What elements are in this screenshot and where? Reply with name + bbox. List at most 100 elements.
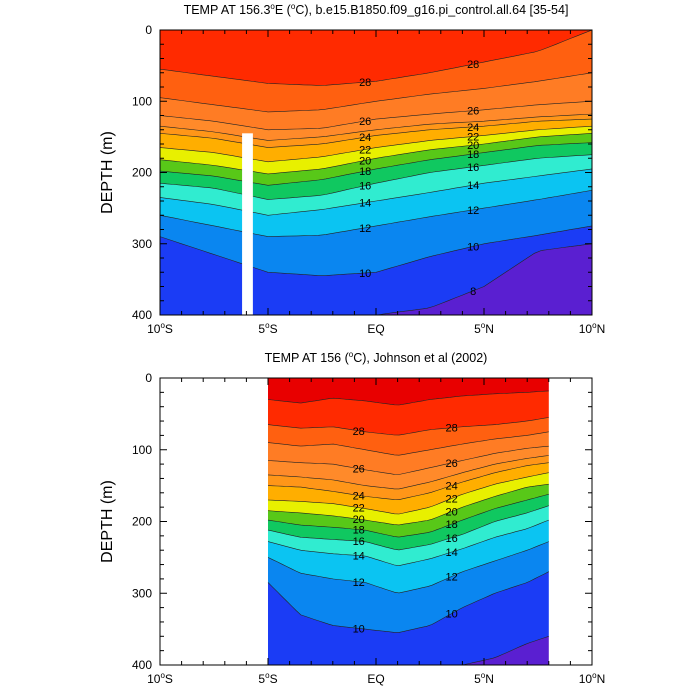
isotherm-29 xyxy=(267,390,549,406)
temp-band-16 xyxy=(160,154,592,216)
temp-band-30 xyxy=(268,378,549,405)
contour-label-16: 16 xyxy=(445,533,457,545)
x-tick-label: EQ xyxy=(367,322,384,336)
temp-band-18 xyxy=(268,494,549,550)
y-axis-label: DEPTH (m) xyxy=(99,131,116,214)
contour-label-24: 24 xyxy=(467,122,479,134)
chart-title: TEMP AT 156.3oE (oC), b.e15.B1850.f09_g1… xyxy=(184,2,569,17)
y-tick-label: 300 xyxy=(132,237,152,251)
contour-label-22: 22 xyxy=(353,503,365,515)
contour-label-16: 16 xyxy=(359,181,371,193)
y-axis-label: DEPTH (m) xyxy=(99,480,116,563)
temp-band-8 xyxy=(268,636,549,665)
y-tick-label: 400 xyxy=(132,308,152,322)
contour-label-10: 10 xyxy=(359,268,371,280)
isotherm-24 xyxy=(160,118,592,148)
isotherm-18 xyxy=(160,142,592,186)
isotherm-28 xyxy=(160,30,592,86)
isotherm-8 xyxy=(268,636,549,665)
isotherm-25 xyxy=(160,113,592,141)
y-tick-label: 100 xyxy=(132,443,152,457)
contour-label-10: 10 xyxy=(353,623,365,635)
contour-label-18: 18 xyxy=(353,525,365,537)
y-tick-label: 400 xyxy=(132,658,152,672)
temp-band-25 xyxy=(160,114,592,148)
temp-band-29 xyxy=(160,30,592,86)
isotherm-24 xyxy=(267,462,549,501)
contour-label-28: 28 xyxy=(445,423,457,435)
contour-label-14: 14 xyxy=(467,180,479,192)
isotherm-18 xyxy=(267,493,549,538)
x-tick-label: 5oS xyxy=(258,671,277,686)
contour-label-16: 16 xyxy=(353,536,365,548)
contour-label-24: 24 xyxy=(359,132,371,144)
contour-label-14: 14 xyxy=(353,551,365,563)
temp-band-29 xyxy=(268,390,549,436)
isotherm-27 xyxy=(160,72,592,113)
contour-label-28: 28 xyxy=(353,426,365,438)
temp-band-28 xyxy=(160,30,592,112)
contour-label-20: 20 xyxy=(359,155,371,167)
x-tick-label: 5oN xyxy=(474,321,494,336)
temp-band-26 xyxy=(268,446,549,489)
temp-band-14 xyxy=(160,168,592,237)
model-panel: 2828262624242222202018181616141412121010… xyxy=(99,2,605,336)
contour-label-12: 12 xyxy=(353,577,365,589)
contour-label-22: 22 xyxy=(445,494,457,506)
contour-label-12: 12 xyxy=(359,223,371,235)
contour-label-26: 26 xyxy=(359,116,371,128)
isotherm-26 xyxy=(160,101,592,131)
isotherm-8 xyxy=(160,243,592,315)
temp-band-12 xyxy=(160,190,592,276)
x-tick-label: 5oN xyxy=(474,671,494,686)
temp-band-28 xyxy=(268,417,549,456)
temp-band-27 xyxy=(268,431,549,475)
contour-label-8: 8 xyxy=(470,286,476,298)
isotherm-20 xyxy=(160,133,592,175)
isotherm-10 xyxy=(267,571,549,633)
contour-label-18: 18 xyxy=(445,519,457,531)
x-tick-label: 10oS xyxy=(147,671,173,686)
x-tick-label: 10oN xyxy=(579,671,605,686)
x-tick-label: 10oN xyxy=(579,321,605,336)
contour-label-26: 26 xyxy=(353,464,365,476)
temp-band-12 xyxy=(268,541,549,633)
contour-label-16: 16 xyxy=(467,162,479,174)
x-tick-label: 10oS xyxy=(147,321,173,336)
chart-title: TEMP AT 156 (oC), Johnson et al (2002) xyxy=(265,350,488,365)
contour-label-28: 28 xyxy=(467,59,479,71)
temp-band-14 xyxy=(268,520,549,593)
y-tick-label: 200 xyxy=(132,166,152,180)
x-tick-label: EQ xyxy=(367,672,384,686)
isotherm-14 xyxy=(267,519,549,567)
contour-label-12: 12 xyxy=(445,572,457,584)
contour-label-10: 10 xyxy=(445,609,457,621)
contour-label-26: 26 xyxy=(467,106,479,118)
contour-field: 2828262624242222202018181616141412121010… xyxy=(160,30,592,315)
y-tick-label: 300 xyxy=(132,586,152,600)
isotherm-22 xyxy=(160,125,592,163)
isotherm-22 xyxy=(267,472,549,515)
isotherm-12 xyxy=(267,541,549,594)
contour-label-14: 14 xyxy=(359,198,371,210)
contour-label-20: 20 xyxy=(467,140,479,152)
temp-band-25 xyxy=(268,455,549,500)
temp-band-20 xyxy=(268,484,549,538)
contour-label-12: 12 xyxy=(467,205,479,217)
temp-band-8 xyxy=(160,243,592,315)
isotherm-16 xyxy=(267,505,549,551)
temp-band-26 xyxy=(160,101,592,141)
contour-label-22: 22 xyxy=(359,144,371,156)
temp-band-24 xyxy=(160,119,592,162)
y-tick-label: 0 xyxy=(145,371,152,385)
x-tick-label: 5oS xyxy=(258,321,277,336)
temp-band-16 xyxy=(268,505,549,566)
y-tick-label: 0 xyxy=(145,23,152,37)
contour-label-20: 20 xyxy=(353,514,365,526)
contour-label-24: 24 xyxy=(353,490,365,502)
contour-label-18: 18 xyxy=(467,149,479,161)
isotherm-16 xyxy=(160,154,592,200)
